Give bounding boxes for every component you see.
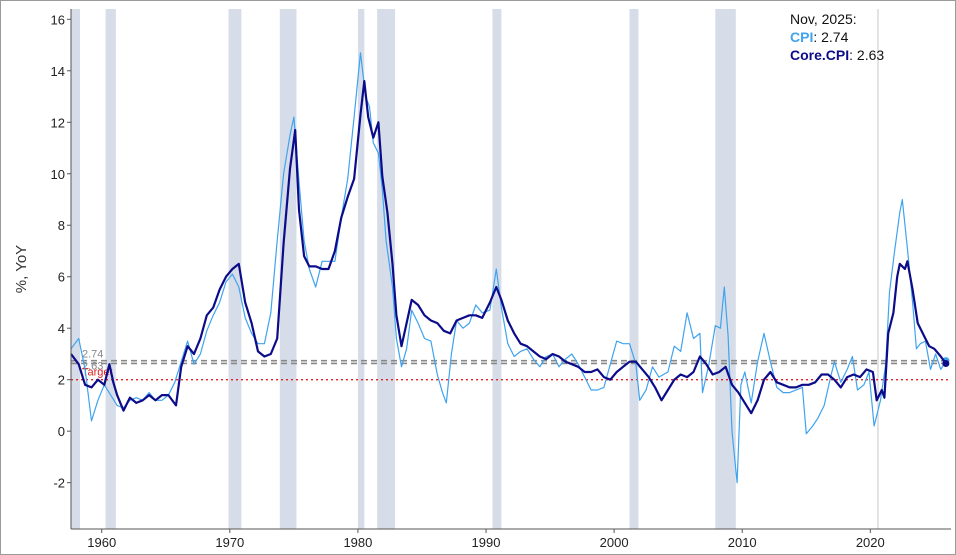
series-lines (70, 52, 950, 484)
x-tick-label: 2020 (856, 535, 885, 550)
core-cpi-last-point (942, 359, 950, 367)
recession-bands (71, 9, 736, 529)
cpi-series-line (70, 52, 947, 484)
recession-band (629, 9, 639, 529)
recession-band (492, 9, 502, 529)
x-tick-label: 1990 (472, 535, 501, 550)
reference-line-label: 2.63 (82, 360, 103, 372)
annotation-core-value: : 2.63 (849, 47, 884, 63)
y-axis-label: %, YoY (13, 245, 30, 293)
recession-band (105, 9, 116, 529)
annotation-core: Core.CPI: 2.63 (790, 47, 884, 63)
reference-line-label: 2.74 (82, 349, 103, 361)
annotation-cpi-value: : 2.74 (813, 29, 848, 45)
recession-band (71, 9, 80, 529)
axes: -2 0 2 4 6 8 10 12 14 16 1960 1970 1980 1990 2000 2010 2… (13, 9, 951, 550)
annotation-cpi-name: CPI (790, 29, 813, 45)
y-tick-label: 12 (51, 115, 65, 130)
x-tick-label: 1980 (343, 535, 372, 550)
x-tick-label: 2000 (600, 535, 629, 550)
y-tick-label: 2 (58, 373, 65, 388)
y-tick-label: 4 (58, 321, 65, 336)
x-tick-label: 2010 (728, 535, 757, 550)
y-tick-label: 0 (58, 424, 65, 439)
recession-band (279, 9, 297, 529)
annotation-date: Nov, 2025: (790, 11, 857, 27)
recession-band (715, 9, 736, 529)
annotation-cpi: CPI: 2.74 (790, 29, 849, 45)
y-tick-label: 10 (51, 167, 65, 182)
y-tick-label: 6 (58, 270, 65, 285)
annotation-core-name: Core.CPI (790, 47, 849, 63)
y-tick-label: 8 (58, 218, 65, 233)
x-tick-label: 1960 (87, 535, 116, 550)
recession-band (357, 9, 365, 529)
x-tick-label: 1970 (215, 535, 244, 550)
core-cpi-series-line (70, 80, 947, 415)
y-tick-label: -2 (53, 476, 65, 491)
y-tick-label: 16 (51, 12, 65, 27)
reference-line-label: Target (82, 367, 113, 379)
recession-band (377, 9, 396, 529)
recession-band (228, 9, 242, 529)
hover-annotation: Nov, 2025: CPI: 2.74 Core.CPI: 2.63 (790, 11, 884, 63)
y-tick-label: 14 (51, 64, 65, 79)
